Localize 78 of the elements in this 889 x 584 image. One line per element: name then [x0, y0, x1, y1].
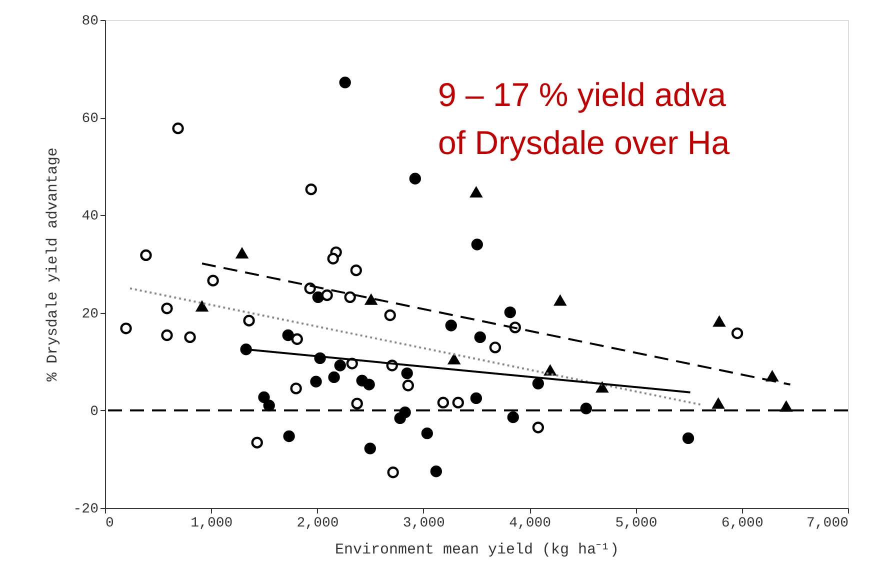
- point: [251, 436, 263, 448]
- point: [283, 430, 295, 442]
- point: [780, 401, 792, 412]
- y-tick-label: 60: [82, 111, 98, 128]
- point: [409, 172, 421, 184]
- x-tick-label: 5,000: [615, 516, 658, 532]
- y-tick-label: 80: [82, 14, 98, 30]
- point: [712, 398, 724, 409]
- point: [328, 371, 340, 384]
- point: [350, 264, 362, 276]
- point: [140, 249, 152, 262]
- point: [532, 378, 544, 390]
- point: [351, 398, 363, 410]
- point: [263, 400, 275, 412]
- point: [470, 187, 482, 198]
- x-tick-label: 0: [106, 516, 114, 532]
- point: [731, 327, 744, 340]
- point: [507, 411, 519, 424]
- point: [236, 248, 248, 258]
- y-tick-label: 0: [90, 404, 98, 420]
- x-axis-title: Environment mean yield (kg ha⁻¹): [334, 542, 620, 558]
- point: [327, 252, 339, 264]
- y-tick-label: 20: [82, 306, 98, 322]
- point: [437, 396, 450, 408]
- point: [258, 391, 270, 404]
- point: [207, 274, 219, 286]
- point: [196, 301, 208, 312]
- point: [334, 360, 346, 372]
- point: [596, 382, 608, 393]
- point: [282, 329, 294, 342]
- point: [321, 289, 333, 302]
- y-tick-label: -20: [73, 502, 98, 518]
- point: [445, 320, 457, 332]
- x-tick-label: 3,000: [402, 516, 445, 532]
- point: [305, 184, 317, 196]
- point: [474, 331, 486, 344]
- x-tick-label: 7,000: [806, 516, 848, 532]
- point: [504, 306, 516, 318]
- point: [172, 122, 184, 134]
- point: [120, 322, 132, 334]
- point: [365, 294, 377, 305]
- point: [312, 291, 324, 304]
- point: [240, 344, 252, 356]
- point: [489, 342, 502, 354]
- point: [243, 314, 255, 326]
- point: [448, 354, 460, 364]
- point: [430, 466, 442, 478]
- x-tick-label: 6,000: [721, 516, 764, 532]
- y-tick-label: 40: [82, 208, 98, 225]
- point: [713, 316, 726, 327]
- point: [384, 309, 396, 322]
- point: [470, 392, 482, 404]
- point: [344, 291, 356, 304]
- point: [161, 302, 173, 314]
- point: [402, 380, 414, 392]
- point: [421, 428, 433, 440]
- point: [184, 331, 196, 344]
- x-tick-label: 4,000: [509, 516, 552, 532]
- point: [580, 402, 592, 414]
- y-axis-title: % Drysdale yield advantage: [44, 147, 62, 382]
- point: [291, 333, 303, 345]
- point: [161, 329, 173, 342]
- point: [339, 76, 351, 88]
- point: [363, 378, 375, 390]
- point: [532, 422, 544, 434]
- x-tick-label: 1,000: [190, 516, 233, 532]
- point: [554, 295, 566, 306]
- annotation: 9 – 17 % yield adva: [438, 76, 727, 113]
- annotation: of Drysdale over Ha: [438, 124, 730, 161]
- point: [310, 376, 322, 388]
- point: [364, 442, 376, 454]
- point: [452, 396, 464, 408]
- x-tick-label: 2,000: [296, 516, 339, 532]
- point: [290, 382, 302, 394]
- point: [471, 238, 483, 250]
- point: [387, 466, 399, 478]
- point: [401, 367, 413, 380]
- point: [682, 432, 694, 444]
